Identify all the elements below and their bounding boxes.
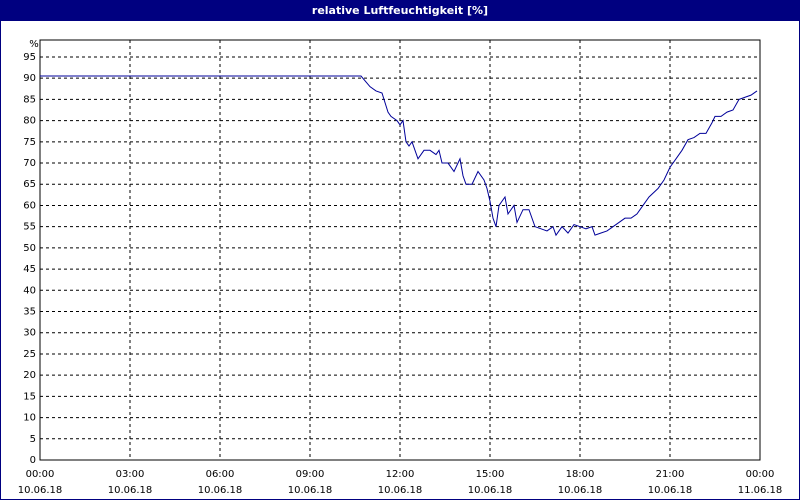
y-tick-label: 70 [23,158,36,169]
x-tick-label: 12:00 [386,469,415,480]
y-tick-label: 25 [23,349,36,360]
x-tick-label: 18:00 [566,469,595,480]
y-tick-label: 60 [23,200,36,211]
x-tick-date: 10.06.18 [648,485,693,496]
x-tick-date: 10.06.18 [468,485,513,496]
y-tick-label: 45 [23,264,36,275]
y-tick-label: 50 [23,243,36,254]
y-tick-label: 10 [23,413,36,424]
x-tick-date: 10.06.18 [198,485,243,496]
y-unit: % [29,39,39,50]
y-tick-label: 55 [23,222,36,233]
title-bar: relative Luftfeuchtigkeit [%] [1,1,799,21]
x-tick-date: 10.06.18 [558,485,603,496]
y-tick-label: 35 [23,307,36,318]
y-tick-label: 40 [23,285,36,296]
y-tick-label: 65 [23,179,36,190]
x-tick-label: 15:00 [476,469,505,480]
x-tick-date: 10.06.18 [18,485,63,496]
x-tick-date: 10.06.18 [378,485,423,496]
plot-frame [39,39,761,461]
y-tick-label: 85 [23,94,36,105]
y-tick-label: 80 [23,116,36,127]
y-tick-label: 90 [23,73,36,84]
y-tick-label: 75 [23,137,36,148]
x-tick-label: 03:00 [116,469,145,480]
y-tick-label: 15 [23,391,36,402]
x-tick-date: 10.06.18 [288,485,333,496]
x-tick-date: 10.06.18 [108,485,153,496]
x-tick-label: 00:00 [746,469,775,480]
y-tick-label: 5 [30,434,36,445]
x-tick-label: 00:00 [26,469,55,480]
x-tick-label: 21:00 [656,469,685,480]
x-tick-label: 09:00 [296,469,325,480]
y-tick-label: 95 [23,52,36,63]
chart: % 0 5 10 15 20 25 30 35 40 45 50 55 60 65 70 75 80 85 90 95… [18,39,783,496]
line [40,75,758,237]
y-tick-label: 30 [23,328,36,339]
y-tick-label: 20 [23,370,36,381]
x-tick-date: 11.06.18 [738,485,783,496]
x-tick-label: 06:00 [206,469,235,480]
y-tick-label: 0 [30,455,36,466]
